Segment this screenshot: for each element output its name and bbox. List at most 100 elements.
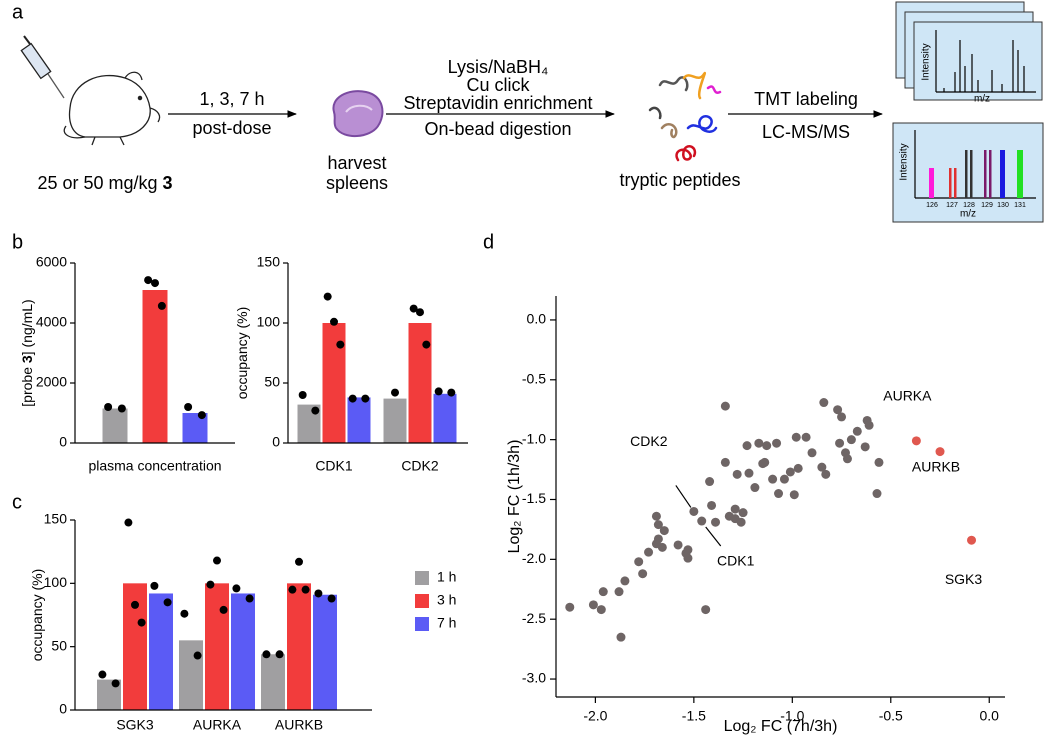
data-point [111, 679, 120, 688]
bar [231, 593, 255, 710]
data-point [833, 405, 843, 415]
data-point [821, 469, 831, 479]
data-point [707, 500, 717, 510]
panel-label: a [12, 1, 24, 23]
x-tick-label: CDK1 [315, 458, 353, 474]
y-tick-label: -1.0 [522, 430, 546, 446]
data-point [711, 517, 721, 527]
data-point [245, 594, 254, 603]
mouse-illustration [20, 35, 161, 146]
data-point [184, 403, 193, 411]
data-point [793, 463, 803, 473]
leader-line [675, 485, 692, 508]
data-point [180, 609, 189, 618]
x-tick-label: -1.0 [780, 708, 804, 724]
y-axis-label: [probe 3] (ng/mL) [19, 299, 35, 406]
data-point [336, 340, 345, 349]
data-point [683, 553, 693, 563]
data-point [750, 483, 760, 493]
x-tick-label: -0.5 [879, 708, 903, 724]
x-tick-label: CDK2 [401, 458, 439, 474]
point-label: SGK3 [945, 571, 983, 587]
ms-axis-label: Intensity [899, 143, 910, 180]
data-point [835, 438, 845, 448]
data-point [295, 557, 303, 566]
data-point [163, 598, 172, 607]
legend-label: 1 h [437, 569, 456, 585]
data-point [565, 602, 575, 612]
step-label: tryptic peptides [619, 170, 740, 190]
bar [313, 594, 337, 710]
compound-number: 3 [163, 173, 173, 193]
data-point [701, 605, 711, 615]
data-point [874, 457, 884, 467]
ms1-spectrum: Intensity m/z [895, 1, 1043, 105]
y-tick-label: 100 [257, 314, 281, 330]
data-point [144, 276, 153, 285]
data-point [213, 556, 221, 565]
data-point [768, 474, 778, 484]
ms2-spectrum: 126 127 128 129 130 131 Intensity m/z [892, 122, 1044, 223]
data-point [193, 651, 202, 660]
x-axis-label: Log₂ FC (7h/3h) [724, 718, 838, 735]
panel-label: d [483, 231, 494, 253]
data-point [846, 435, 856, 445]
data-point [98, 670, 107, 679]
point-label: AURKB [912, 458, 960, 474]
x-tick-label: -2.0 [583, 708, 607, 724]
channel-label: 130 [997, 202, 1009, 209]
step-label: LC-MS/MS [762, 122, 850, 142]
legend-label: 3 h [437, 592, 456, 608]
step-label: post-dose [192, 118, 271, 138]
data-point [801, 432, 811, 442]
data-point [779, 474, 789, 484]
y-tick-label: 0 [272, 434, 280, 450]
panel-label: c [12, 491, 22, 513]
step-label: Lysis/NaBH₄ [448, 57, 549, 77]
data-point [644, 547, 654, 557]
data-point [738, 508, 748, 518]
y-axis-label-part: 3 [19, 355, 35, 363]
data-point [730, 504, 740, 514]
x-tick-label: AURKB [275, 717, 323, 733]
leader-line [705, 526, 722, 547]
data-point [323, 292, 332, 301]
data-point [720, 457, 730, 467]
step-label: On-bead digestion [424, 119, 571, 139]
data-point [150, 581, 159, 590]
data-point [422, 340, 431, 349]
dose-text: 25 or 50 mg/kg [37, 173, 162, 193]
data-point [219, 605, 228, 614]
y-tick-label: 50 [264, 374, 280, 390]
data-point [416, 308, 424, 317]
data-point [697, 516, 707, 526]
data-point [659, 526, 669, 536]
data-point [124, 518, 133, 527]
bar [322, 323, 346, 443]
data-point [744, 468, 754, 478]
data-point [772, 438, 782, 448]
bar [149, 593, 173, 710]
step-label: Streptavidin enrichment [403, 93, 592, 113]
bar [261, 654, 285, 710]
data-point [837, 412, 847, 422]
y-tick-label: 100 [44, 574, 68, 590]
data-point [298, 391, 307, 399]
data-point [683, 545, 693, 555]
channel-label: 129 [981, 202, 993, 209]
bar [102, 408, 128, 443]
data-point [689, 506, 699, 516]
data-point [742, 441, 752, 451]
data-point [653, 520, 663, 530]
ms-axis-label: m/z [974, 94, 990, 105]
bar [179, 640, 203, 710]
legend-swatch [415, 617, 429, 631]
point-label: CDK2 [630, 433, 668, 449]
ms-axis-label: Intensity [921, 43, 932, 80]
y-tick-label: 6000 [36, 254, 67, 270]
y-tick-label: 0 [59, 701, 67, 717]
step-label: TMT labeling [754, 89, 858, 109]
data-point [434, 387, 443, 396]
legend-label: 7 h [437, 615, 456, 631]
data-point [275, 650, 284, 659]
